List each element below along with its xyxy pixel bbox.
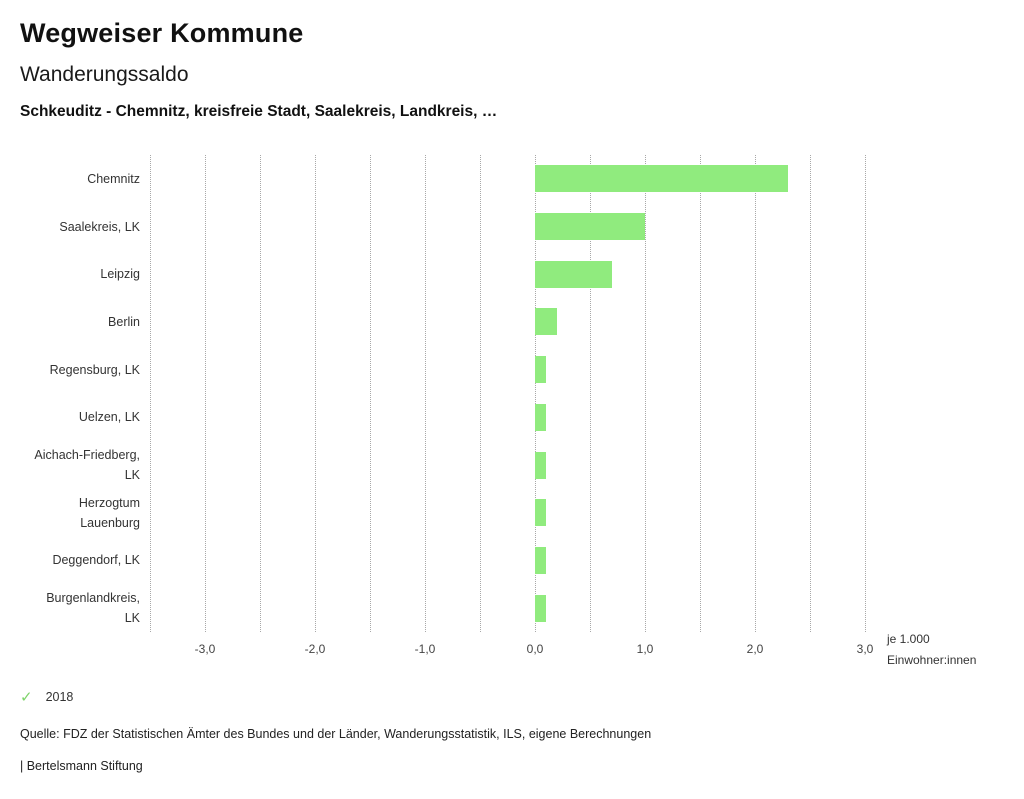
gridline bbox=[260, 155, 261, 632]
gridline bbox=[535, 155, 536, 632]
bar-uelzen-lk bbox=[535, 403, 546, 431]
x-tick-label: -2,0 bbox=[304, 642, 326, 656]
x-tick-label: 2,0 bbox=[746, 642, 764, 656]
x-tick-label: 3,0 bbox=[856, 642, 874, 656]
check-mark-icon: ✓ bbox=[20, 689, 33, 706]
legend-label: 2018 bbox=[45, 690, 74, 704]
gridline bbox=[315, 155, 316, 632]
gridline bbox=[205, 155, 206, 632]
legend-item-2018[interactable]: ✓ 2018 bbox=[20, 688, 73, 706]
gridline bbox=[370, 155, 371, 632]
x-axis: -3,0 -2,0 -1,0 0,0 1,0 2,0 3,0 bbox=[150, 638, 874, 660]
bar-herzogtum-lauenburg bbox=[535, 499, 546, 527]
bar-burgenlandkreis-lk bbox=[535, 594, 546, 622]
gridline bbox=[865, 155, 866, 632]
gridline bbox=[755, 155, 756, 632]
source-note: Quelle: FDZ der Statistischen Ämter des … bbox=[20, 727, 652, 741]
category-label: Aichach-Friedberg, LK bbox=[34, 448, 140, 483]
x-tick-label: 0,0 bbox=[526, 642, 544, 656]
bar-deggendorf-lk bbox=[535, 546, 546, 574]
category-label: Herzogtum Lauenburg bbox=[78, 495, 140, 530]
bar-aichach-friedberg-lk bbox=[535, 451, 546, 479]
category-label: Berlin bbox=[108, 314, 140, 329]
category-label: Uelzen, LK bbox=[78, 410, 140, 425]
axis-unit-label: je 1.000 Einwohner:innen bbox=[887, 629, 1022, 671]
bar-chemnitz bbox=[535, 165, 788, 193]
x-tick-label: 1,0 bbox=[636, 642, 654, 656]
branding-note: | Bertelsmann Stiftung bbox=[20, 759, 143, 773]
page-title: Wegweiser Kommune bbox=[20, 18, 304, 48]
gridline bbox=[150, 155, 151, 632]
axis-unit-line1: je 1.000 bbox=[887, 632, 930, 646]
category-label: Regensburg, LK bbox=[49, 362, 140, 377]
gridline bbox=[590, 155, 591, 632]
gridline bbox=[480, 155, 481, 632]
gridline bbox=[810, 155, 811, 632]
plot-area bbox=[150, 155, 866, 632]
page-header: Wegweiser Kommune Wanderungssaldo Schkeu… bbox=[20, 18, 980, 121]
gridline bbox=[700, 155, 701, 632]
x-tick-label: -3,0 bbox=[194, 642, 216, 656]
bar-chart: Chemnitz Saalekreis, LK Leipzig Berlin Regen… bbox=[0, 155, 1024, 685]
category-label: Leipzig bbox=[100, 267, 140, 282]
category-label: Burgenlandkreis, LK bbox=[46, 591, 140, 626]
bar-berlin bbox=[535, 308, 557, 336]
x-tick-label: -1,0 bbox=[414, 642, 436, 656]
category-label: Chemnitz bbox=[87, 171, 140, 186]
bar-regensburg-lk bbox=[535, 356, 546, 384]
gridline bbox=[644, 155, 646, 632]
chart-title: Wanderungssaldo bbox=[20, 63, 189, 86]
selection-description: Schkeuditz - Chemnitz, kreisfreie Stadt,… bbox=[20, 103, 498, 120]
category-labels: Chemnitz Saalekreis, LK Leipzig Berlin Regen… bbox=[0, 155, 140, 632]
category-label: Saalekreis, LK bbox=[59, 219, 140, 234]
category-label: Deggendorf, LK bbox=[52, 553, 140, 568]
bar-leipzig bbox=[535, 260, 612, 288]
axis-unit-line2: Einwohner:innen bbox=[887, 653, 977, 667]
gridline bbox=[425, 155, 426, 632]
bar-saalekreis-lk bbox=[535, 213, 645, 241]
